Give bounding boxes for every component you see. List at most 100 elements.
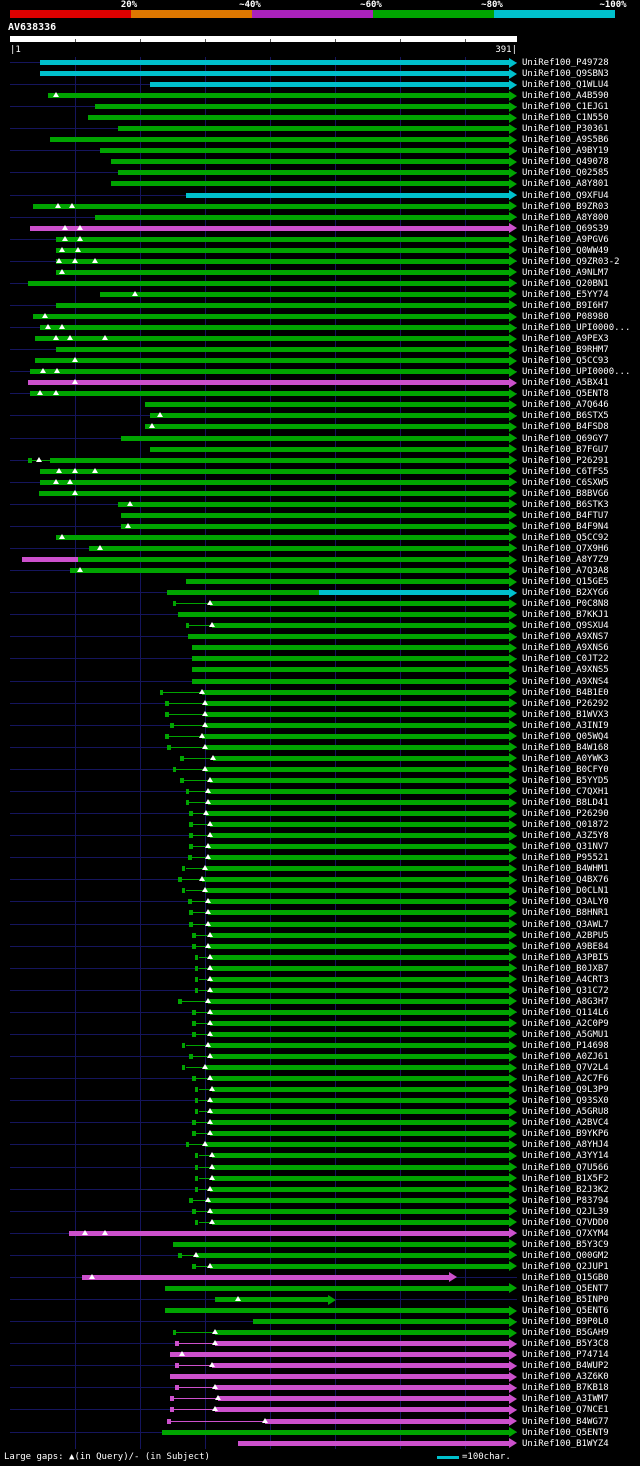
hit-label[interactable]: UniRef100_C6TFS5 xyxy=(522,466,609,477)
hit-label[interactable]: UniRef100_Q20BN1 xyxy=(522,278,609,289)
alignment-bar[interactable] xyxy=(29,369,509,375)
hit-label[interactable]: UniRef100_C7QXH1 xyxy=(522,786,609,797)
alignment-bar[interactable] xyxy=(210,965,509,971)
alignment-bar[interactable] xyxy=(210,1009,509,1015)
hit-label[interactable]: UniRef100_Q5ENT6 xyxy=(522,1306,609,1317)
alignment-bar[interactable] xyxy=(194,976,199,982)
hit-label[interactable]: UniRef100_B9YKP6 xyxy=(522,1129,609,1140)
alignment-bar[interactable] xyxy=(207,788,509,794)
hit-label[interactable]: UniRef100_A8YHJ4 xyxy=(522,1140,609,1151)
hit-label[interactable]: UniRef100_B8HNR1 xyxy=(522,908,609,919)
alignment-bar[interactable] xyxy=(169,1352,509,1358)
alignment-bar[interactable] xyxy=(164,1285,509,1291)
hit-label[interactable]: UniRef100_P26290 xyxy=(522,809,609,820)
alignment-bar[interactable] xyxy=(150,413,509,419)
alignment-bar[interactable] xyxy=(205,766,509,772)
alignment-bar[interactable] xyxy=(192,1009,196,1015)
hit-label[interactable]: UniRef100_A3Z6K0 xyxy=(522,1372,609,1383)
alignment-bar[interactable] xyxy=(88,115,509,121)
alignment-bar[interactable] xyxy=(189,910,194,916)
hit-label[interactable]: UniRef100_B2J3K2 xyxy=(522,1184,609,1195)
alignment-bar[interactable] xyxy=(185,192,509,198)
alignment-bar[interactable] xyxy=(253,1319,509,1325)
alignment-bar[interactable] xyxy=(34,358,509,364)
alignment-bar[interactable] xyxy=(192,1031,196,1037)
alignment-bar[interactable] xyxy=(192,943,196,949)
hit-label[interactable]: UniRef100_B5INP0 xyxy=(522,1295,609,1306)
hit-label[interactable]: UniRef100_C1N550 xyxy=(522,113,609,124)
alignment-bar[interactable] xyxy=(189,833,194,839)
hit-label[interactable]: UniRef100_Q9SBN3 xyxy=(522,69,609,80)
hit-label[interactable]: UniRef100_Q01872 xyxy=(522,820,609,831)
hit-label[interactable]: UniRef100_B9I6H7 xyxy=(522,300,609,311)
hit-label[interactable]: UniRef100_A4B590 xyxy=(522,91,609,102)
hit-label[interactable]: UniRef100_B5GAH9 xyxy=(522,1328,609,1339)
alignment-bar[interactable] xyxy=(38,490,509,496)
hit-label[interactable]: UniRef100_B8BVG6 xyxy=(522,488,609,499)
alignment-bar[interactable] xyxy=(28,280,509,286)
alignment-bar[interactable] xyxy=(210,833,509,839)
alignment-bar[interactable] xyxy=(185,579,509,585)
hit-label[interactable]: UniRef100_A2BPU5 xyxy=(522,930,609,941)
hit-label[interactable]: UniRef100_A9XNS5 xyxy=(522,665,609,676)
alignment-bar[interactable] xyxy=(189,844,194,850)
alignment-bar[interactable] xyxy=(111,159,509,165)
hit-label[interactable]: UniRef100_Q2JL39 xyxy=(522,1206,609,1217)
alignment-bar[interactable] xyxy=(194,1186,199,1192)
alignment-bar[interactable] xyxy=(34,336,509,342)
hit-label[interactable]: UniRef100_A2BVC4 xyxy=(522,1118,609,1129)
alignment-bar[interactable] xyxy=(210,1076,509,1082)
alignment-bar[interactable] xyxy=(192,1120,196,1126)
alignment-bar[interactable] xyxy=(145,424,509,430)
alignment-bar[interactable] xyxy=(210,976,509,982)
alignment-bar[interactable] xyxy=(205,888,509,894)
alignment-bar[interactable] xyxy=(264,1418,509,1424)
alignment-bar[interactable] xyxy=(218,1396,509,1402)
hit-label[interactable]: UniRef100_UPI0000... xyxy=(522,323,631,334)
alignment-bar[interactable] xyxy=(33,314,509,320)
alignment-bar[interactable] xyxy=(194,1109,199,1115)
alignment-bar[interactable] xyxy=(192,1076,196,1082)
hit-label[interactable]: UniRef100_Q69GY7 xyxy=(522,433,609,444)
alignment-bar[interactable] xyxy=(172,766,177,772)
hit-label[interactable]: UniRef100_Q1WLU4 xyxy=(522,80,609,91)
alignment-bar[interactable] xyxy=(21,557,78,563)
hit-label[interactable]: UniRef100_B1X5F2 xyxy=(522,1173,609,1184)
alignment-bar[interactable] xyxy=(39,71,509,77)
alignment-bar[interactable] xyxy=(210,1186,509,1192)
alignment-bar[interactable] xyxy=(211,1164,509,1170)
alignment-bar[interactable] xyxy=(185,800,190,805)
alignment-bar[interactable] xyxy=(185,623,190,629)
alignment-bar[interactable] xyxy=(162,1429,509,1435)
alignment-bar[interactable] xyxy=(211,623,509,629)
alignment-bar[interactable] xyxy=(111,181,509,187)
alignment-bar[interactable] xyxy=(194,965,199,971)
alignment-bar[interactable] xyxy=(211,1363,509,1369)
hit-label[interactable]: UniRef100_A9XNS4 xyxy=(522,676,609,687)
hit-label[interactable]: UniRef100_Q5ENT7 xyxy=(522,1283,609,1294)
alignment-bar[interactable] xyxy=(39,325,509,331)
alignment-bar[interactable] xyxy=(188,899,192,905)
hit-label[interactable]: UniRef100_B4FSD8 xyxy=(522,422,609,433)
alignment-bar[interactable] xyxy=(210,987,509,993)
hit-label[interactable]: UniRef100_Q31NV7 xyxy=(522,842,609,853)
hit-label[interactable]: UniRef100_Q7X9H6 xyxy=(522,543,609,554)
hit-label[interactable]: UniRef100_A3INI9 xyxy=(522,720,609,731)
alignment-bar[interactable] xyxy=(189,921,194,927)
hit-label[interactable]: UniRef100_B9P0L0 xyxy=(522,1317,609,1328)
hit-label[interactable]: UniRef100_Q93SX0 xyxy=(522,1096,609,1107)
hit-label[interactable]: UniRef100_C0JT22 xyxy=(522,654,609,665)
hit-label[interactable]: UniRef100_Q7U566 xyxy=(522,1162,609,1173)
alignment-bar[interactable] xyxy=(145,402,509,408)
alignment-bar[interactable] xyxy=(202,877,509,883)
alignment-bar[interactable] xyxy=(189,1054,194,1060)
hit-label[interactable]: UniRef100_A3IWM7 xyxy=(522,1394,609,1405)
hit-label[interactable]: UniRef100_Q5CC93 xyxy=(522,356,609,367)
alignment-bar[interactable] xyxy=(210,1054,509,1060)
hit-label[interactable]: UniRef100_C1EJG1 xyxy=(522,102,609,113)
hit-label[interactable]: UniRef100_Q0WW49 xyxy=(522,245,609,256)
alignment-bar[interactable] xyxy=(212,755,509,761)
hit-label[interactable]: UniRef100_A3Z5Y8 xyxy=(522,831,609,842)
alignment-bar[interactable] xyxy=(202,689,509,695)
alignment-bar[interactable] xyxy=(215,1407,509,1413)
